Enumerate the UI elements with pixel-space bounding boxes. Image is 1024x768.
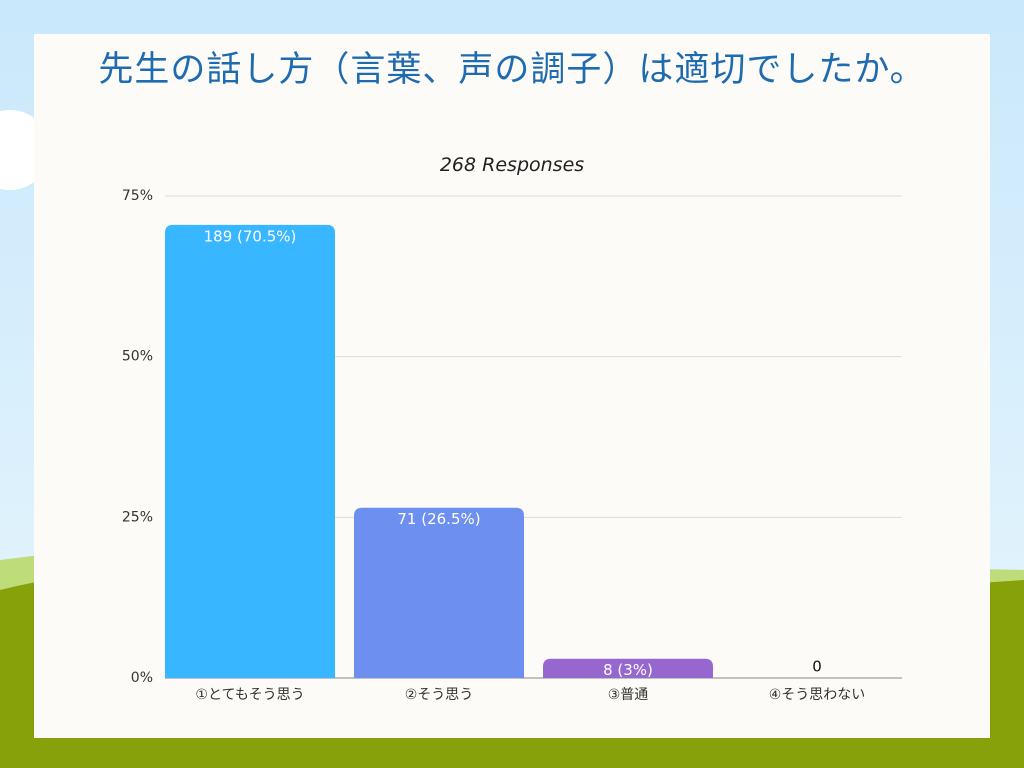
bar xyxy=(543,658,713,678)
value-label: 8 (3%) xyxy=(603,661,653,679)
value-label: 0 xyxy=(812,658,822,676)
x-tick-label: ②そう思う xyxy=(405,687,474,703)
y-tick-label: 25% xyxy=(122,509,153,525)
y-tick-label: 75% xyxy=(122,188,153,204)
x-tick-label: ④そう思わない xyxy=(769,687,866,703)
chart-subtitle: 268 Responses xyxy=(439,154,585,176)
value-label: 189 (70.5%) xyxy=(204,227,297,245)
x-tick-label: ③普通 xyxy=(608,687,649,703)
y-tick-label: 0% xyxy=(131,670,153,686)
value-label: 71 (26.5%) xyxy=(397,510,480,528)
y-tick-label: 50% xyxy=(122,349,153,365)
chart-title: 先生の話し方（言葉、声の調子）は適切でしたか。 xyxy=(98,50,926,90)
bar xyxy=(165,224,335,679)
bar xyxy=(354,507,524,678)
x-tick-label: ①とてもそう思う xyxy=(195,687,304,703)
